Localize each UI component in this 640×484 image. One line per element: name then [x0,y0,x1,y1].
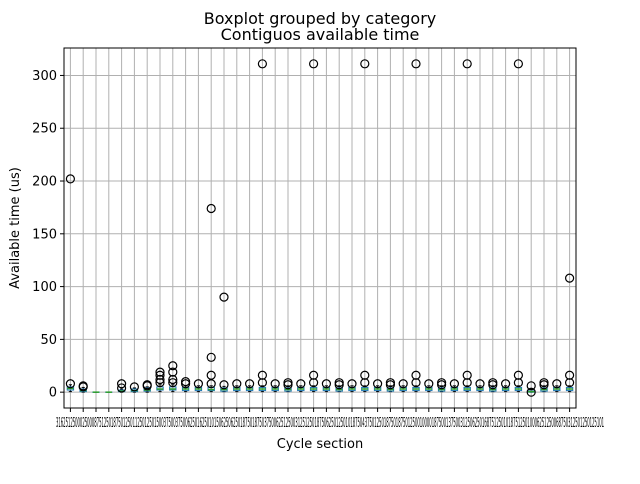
axes-frame [64,48,576,408]
y-tick-label: 0 [49,386,57,401]
x-axis: 3162512500025000875125018750125011250125… [56,408,604,431]
plot-area [66,60,573,396]
y-axis-label: Available time (us) [8,167,23,289]
y-tick-label: 200 [32,175,57,190]
x-tick-labels: 3162512500025000875125018750125011250125… [56,416,604,431]
y-tick-label: 50 [40,333,57,348]
y-axis: 0 50 100 150 200 250 300 [32,69,64,401]
grid-lines [64,48,576,408]
y-tick-label: 250 [32,122,57,137]
y-tick-label: 100 [32,280,57,295]
box-group [79,382,87,392]
x-axis-label: Cycle section [277,437,363,452]
y-tick-label: 300 [32,69,57,84]
chart-title: Contiguos available time [221,25,420,44]
y-tick-label: 150 [32,227,57,242]
